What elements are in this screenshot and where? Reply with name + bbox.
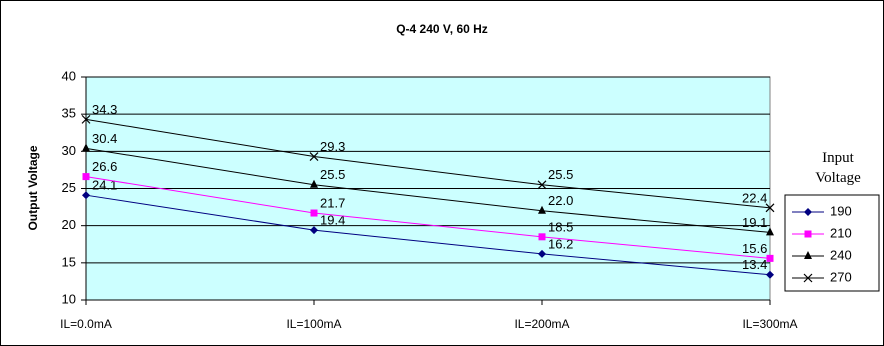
y-tick-label: 20	[62, 217, 76, 232]
marker	[309, 152, 319, 161]
series-line	[85, 118, 771, 209]
marker	[310, 226, 318, 235]
data-label: 18.5	[548, 219, 573, 234]
marker	[82, 143, 90, 152]
data-label: 19.1	[742, 215, 767, 230]
series-line	[85, 194, 771, 276]
data-label: 30.4	[92, 131, 117, 146]
x-tick-label: IL=0.0mA	[60, 317, 112, 331]
marker	[766, 270, 774, 279]
data-label: 15.6	[742, 241, 767, 256]
x-tick-label: IL=300mA	[742, 317, 797, 331]
marker	[310, 179, 318, 188]
series-line	[85, 147, 771, 233]
marker	[82, 173, 90, 181]
y-tick-label: 10	[62, 291, 76, 306]
marker	[310, 209, 318, 217]
legend-title: Input Voltage	[815, 150, 861, 186]
marker	[82, 191, 90, 200]
data-label: 24.1	[92, 178, 117, 193]
legend-label: 270	[830, 269, 852, 284]
legend-box	[784, 194, 880, 292]
x-tick-label: IL=200mA	[514, 317, 569, 331]
marker	[538, 205, 546, 214]
data-label: 25.5	[320, 167, 345, 182]
data-label: 25.5	[548, 167, 573, 182]
y-tick-label: 15	[62, 254, 76, 269]
marker	[766, 254, 774, 262]
marker	[803, 273, 813, 283]
data-label: 34.3	[92, 102, 117, 117]
data-label: 22.4	[742, 190, 767, 205]
data-label: 26.6	[92, 159, 117, 174]
marker	[804, 230, 812, 238]
marker	[537, 180, 547, 190]
data-label: 19.4	[320, 213, 345, 228]
y-tick-label: 25	[62, 180, 76, 195]
series-line	[85, 176, 771, 259]
data-label: 16.2	[548, 236, 573, 251]
data-label: 29.3	[320, 139, 345, 154]
y-tick-label: 40	[62, 68, 76, 83]
data-label: 22.0	[548, 193, 573, 208]
legend-label: 210	[830, 225, 852, 240]
data-label: 21.7	[320, 195, 345, 210]
marker	[81, 114, 91, 124]
marker	[804, 208, 812, 216]
y-tick-label: 35	[62, 106, 76, 121]
y-tick-label: 30	[62, 143, 76, 158]
legend-label: 190	[830, 203, 852, 218]
x-tick-label: IL=100mA	[286, 317, 341, 331]
marker	[538, 233, 546, 241]
marker	[765, 203, 775, 213]
marker	[538, 249, 546, 258]
marker	[766, 227, 774, 236]
chart-title: Q-4 240 V, 60 Hz	[396, 22, 488, 36]
data-label: 13.4	[742, 257, 767, 272]
marker	[804, 251, 812, 259]
legend-label: 240	[830, 247, 852, 262]
y-axis-label: Output Voltage	[26, 145, 40, 230]
